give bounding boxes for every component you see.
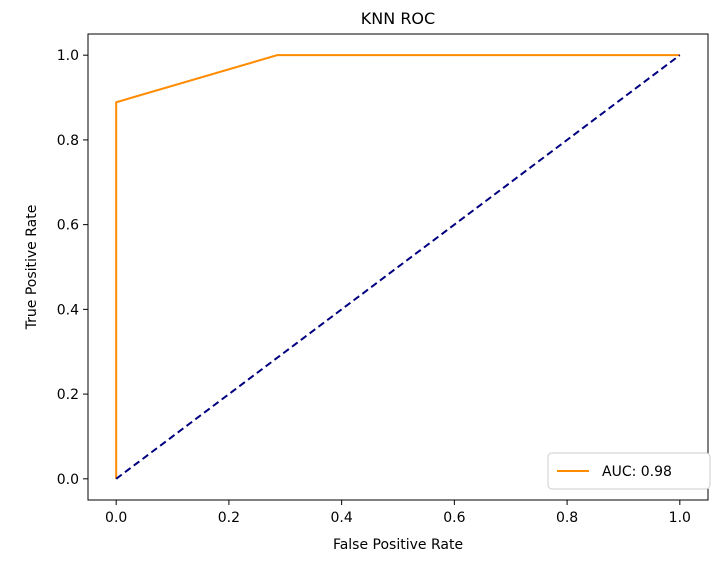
chart-title: KNN ROC: [361, 9, 435, 28]
x-axis-label: False Positive Rate: [333, 537, 463, 553]
y-tick-label: 0.8: [57, 133, 79, 149]
x-tick-label: 1.0: [669, 510, 691, 526]
x-axis: 0.0 0.2 0.4 0.6 0.8 1.0: [105, 500, 691, 526]
x-tick-label: 0.6: [443, 510, 465, 526]
x-tick-label: 0.2: [218, 510, 240, 526]
roc-curve-line: [115, 54, 680, 479]
y-tick-label: 0.2: [57, 387, 79, 403]
legend: AUC: 0.98: [547, 452, 711, 490]
x-tick-label: 0.4: [331, 510, 353, 526]
y-tick-label: 0.0: [57, 472, 79, 488]
y-axis: 0.0 0.2 0.4 0.6 0.8 1.0: [57, 48, 88, 488]
plot-area: [87, 33, 709, 501]
legend-label: AUC: 0.98: [602, 464, 672, 480]
legend-box: [547, 452, 711, 490]
chance-diagonal-line: [115, 54, 681, 480]
x-tick-label: 0.8: [556, 510, 578, 526]
y-tick-label: 0.4: [57, 302, 79, 318]
y-tick-label: 0.6: [57, 218, 79, 234]
plot-frame: [87, 33, 709, 501]
y-tick-label: 1.0: [57, 48, 79, 64]
y-axis-label: True Positive Rate: [24, 205, 40, 331]
x-tick-label: 0.0: [105, 510, 127, 526]
